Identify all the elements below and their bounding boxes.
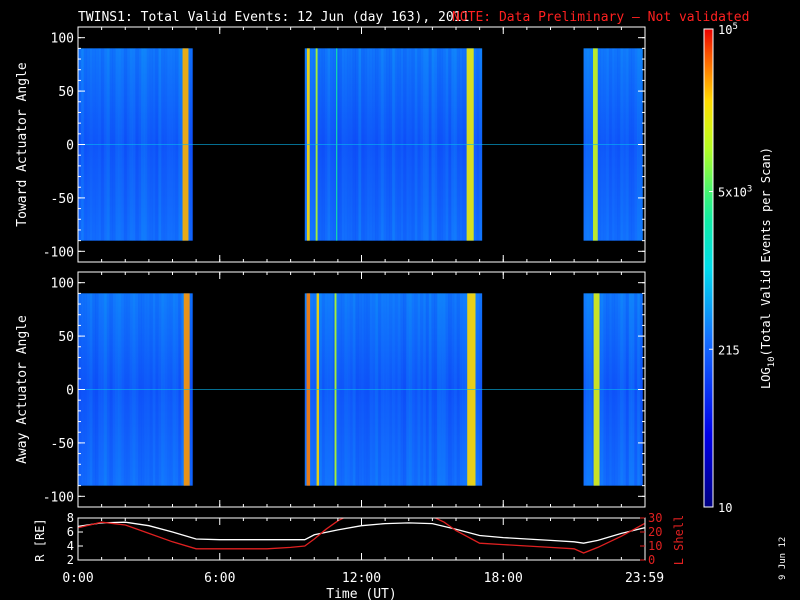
y-right-tick-label: 20 <box>648 525 662 539</box>
x-tick-label: 12:00 <box>342 571 381 586</box>
x-axis-label: Time (UT) <box>326 587 396 600</box>
radius-series-line <box>78 521 645 544</box>
colorbar-tick-label: 105 <box>718 22 738 37</box>
y-right-tick-label: 10 <box>648 539 662 553</box>
side-date-label: 9 Jun 12 <box>778 537 788 580</box>
colorbar-tick-label: 215 <box>718 343 740 357</box>
away-heatmap-panel: 100 50 0 -50 -100 Away Actuator Angle <box>15 271 646 508</box>
colorbar-frame <box>703 28 714 508</box>
toward-heatmap-panel: 100 50 0 -50 -100 Toward Actuator Angle <box>15 26 646 263</box>
x-tick-label: 0:00 <box>62 571 93 586</box>
x-tick-label: 6:00 <box>204 571 235 586</box>
preliminary-note: NOTE: Data Preliminary — Not validated <box>452 10 749 25</box>
x-tick-label: 23:59 <box>625 571 664 586</box>
y-axis-label: Toward Actuator Angle <box>15 62 30 227</box>
colorbar-label: LOG10(Total Valid Events per Scan) <box>759 147 777 389</box>
y-tick-label: 50 <box>58 85 74 100</box>
y-tick-label: -50 <box>51 192 74 207</box>
colorbar-tick-label: 10 <box>718 501 732 515</box>
y-right-tick-label: 0 <box>648 553 655 567</box>
y-right-axis-label: L Shell <box>672 515 686 566</box>
y-tick-label: 100 <box>51 32 74 47</box>
y-tick-label: -100 <box>43 490 74 505</box>
figure-title: TWINS1: Total Valid Events: 12 Jun (day … <box>78 10 469 25</box>
x-tick-label: 18:00 <box>484 571 523 586</box>
y-tick-label: 6 <box>67 525 74 539</box>
colorbar-gradient <box>704 29 713 507</box>
y-tick-label: -50 <box>51 437 74 452</box>
y-tick-label: 100 <box>51 277 74 292</box>
y-tick-label: 4 <box>67 539 74 553</box>
y-right-tick-label: 30 <box>648 511 662 525</box>
y-tick-label: 8 <box>67 511 74 525</box>
y-left-axis-label: R [RE] <box>33 518 47 561</box>
y-tick-label: 0 <box>66 139 74 154</box>
y-tick-label: 2 <box>67 553 74 567</box>
y-tick-label: -100 <box>43 245 74 260</box>
colorbar-tick-label: 5x103 <box>718 185 752 200</box>
colorbar: 105 5x103 215 10 LOG10(Total Valid Events pe… <box>703 22 777 515</box>
y-tick-label: 50 <box>58 330 74 345</box>
y-axis-label: Away Actuator Angle <box>15 315 30 464</box>
y-tick-label: 0 <box>66 384 74 399</box>
